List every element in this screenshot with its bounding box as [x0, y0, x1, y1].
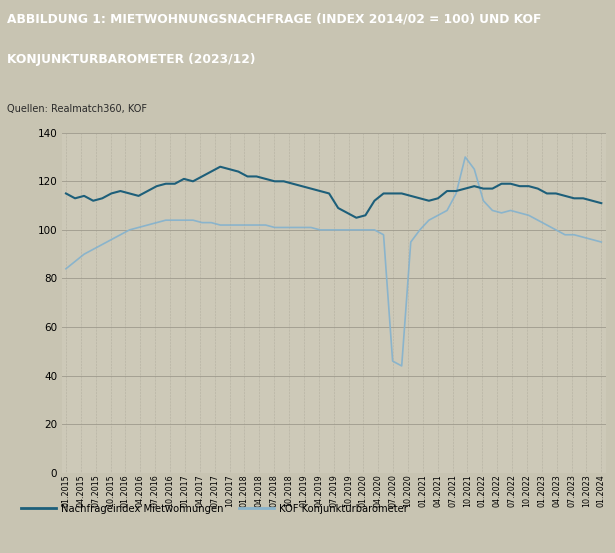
- Text: Quellen: Realmatch360, KOF: Quellen: Realmatch360, KOF: [7, 105, 148, 114]
- Legend: Nachfrageindex Mietwohnungen, KOF Konjunkturbarometer: Nachfrageindex Mietwohnungen, KOF Konjun…: [17, 500, 411, 518]
- Text: ABBILDUNG 1: MIETWOHNUNGSNACHFRAGE (INDEX 2014/02 = 100) UND KOF: ABBILDUNG 1: MIETWOHNUNGSNACHFRAGE (INDE…: [7, 13, 542, 26]
- Text: KONJUNKTURBAROMETER (2023/12): KONJUNKTURBAROMETER (2023/12): [7, 54, 256, 66]
